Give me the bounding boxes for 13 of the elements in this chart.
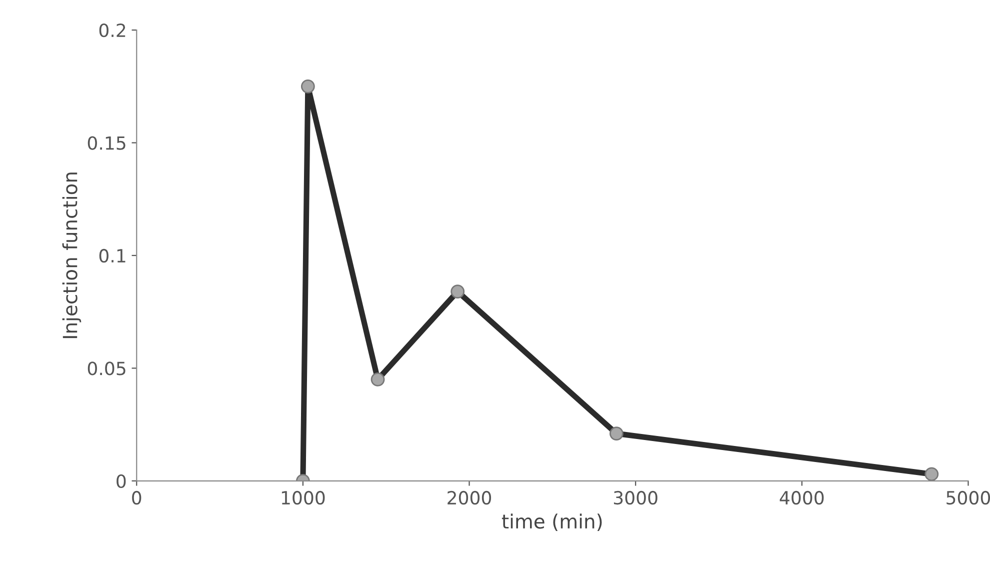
x-tick-label: 3000 bbox=[614, 490, 658, 505]
x-tick-label: 5000 bbox=[946, 490, 990, 505]
y-axis-title: Injection function bbox=[62, 172, 82, 338]
x-tick-label: 2000 bbox=[448, 490, 492, 505]
x-tick-label: 0 bbox=[132, 490, 142, 505]
y-tick-label: 0.2 bbox=[99, 24, 126, 38]
y-tick-label: 0 bbox=[116, 474, 126, 488]
y-tick-label: 0.1 bbox=[99, 248, 126, 263]
y-tick-label: 0.15 bbox=[88, 136, 126, 150]
x-tick-label: 4000 bbox=[780, 490, 824, 505]
y-tick-label: 0.05 bbox=[88, 362, 126, 376]
x-tick-label: 1000 bbox=[282, 490, 325, 505]
x-axis-title: time (min) bbox=[502, 514, 602, 531]
